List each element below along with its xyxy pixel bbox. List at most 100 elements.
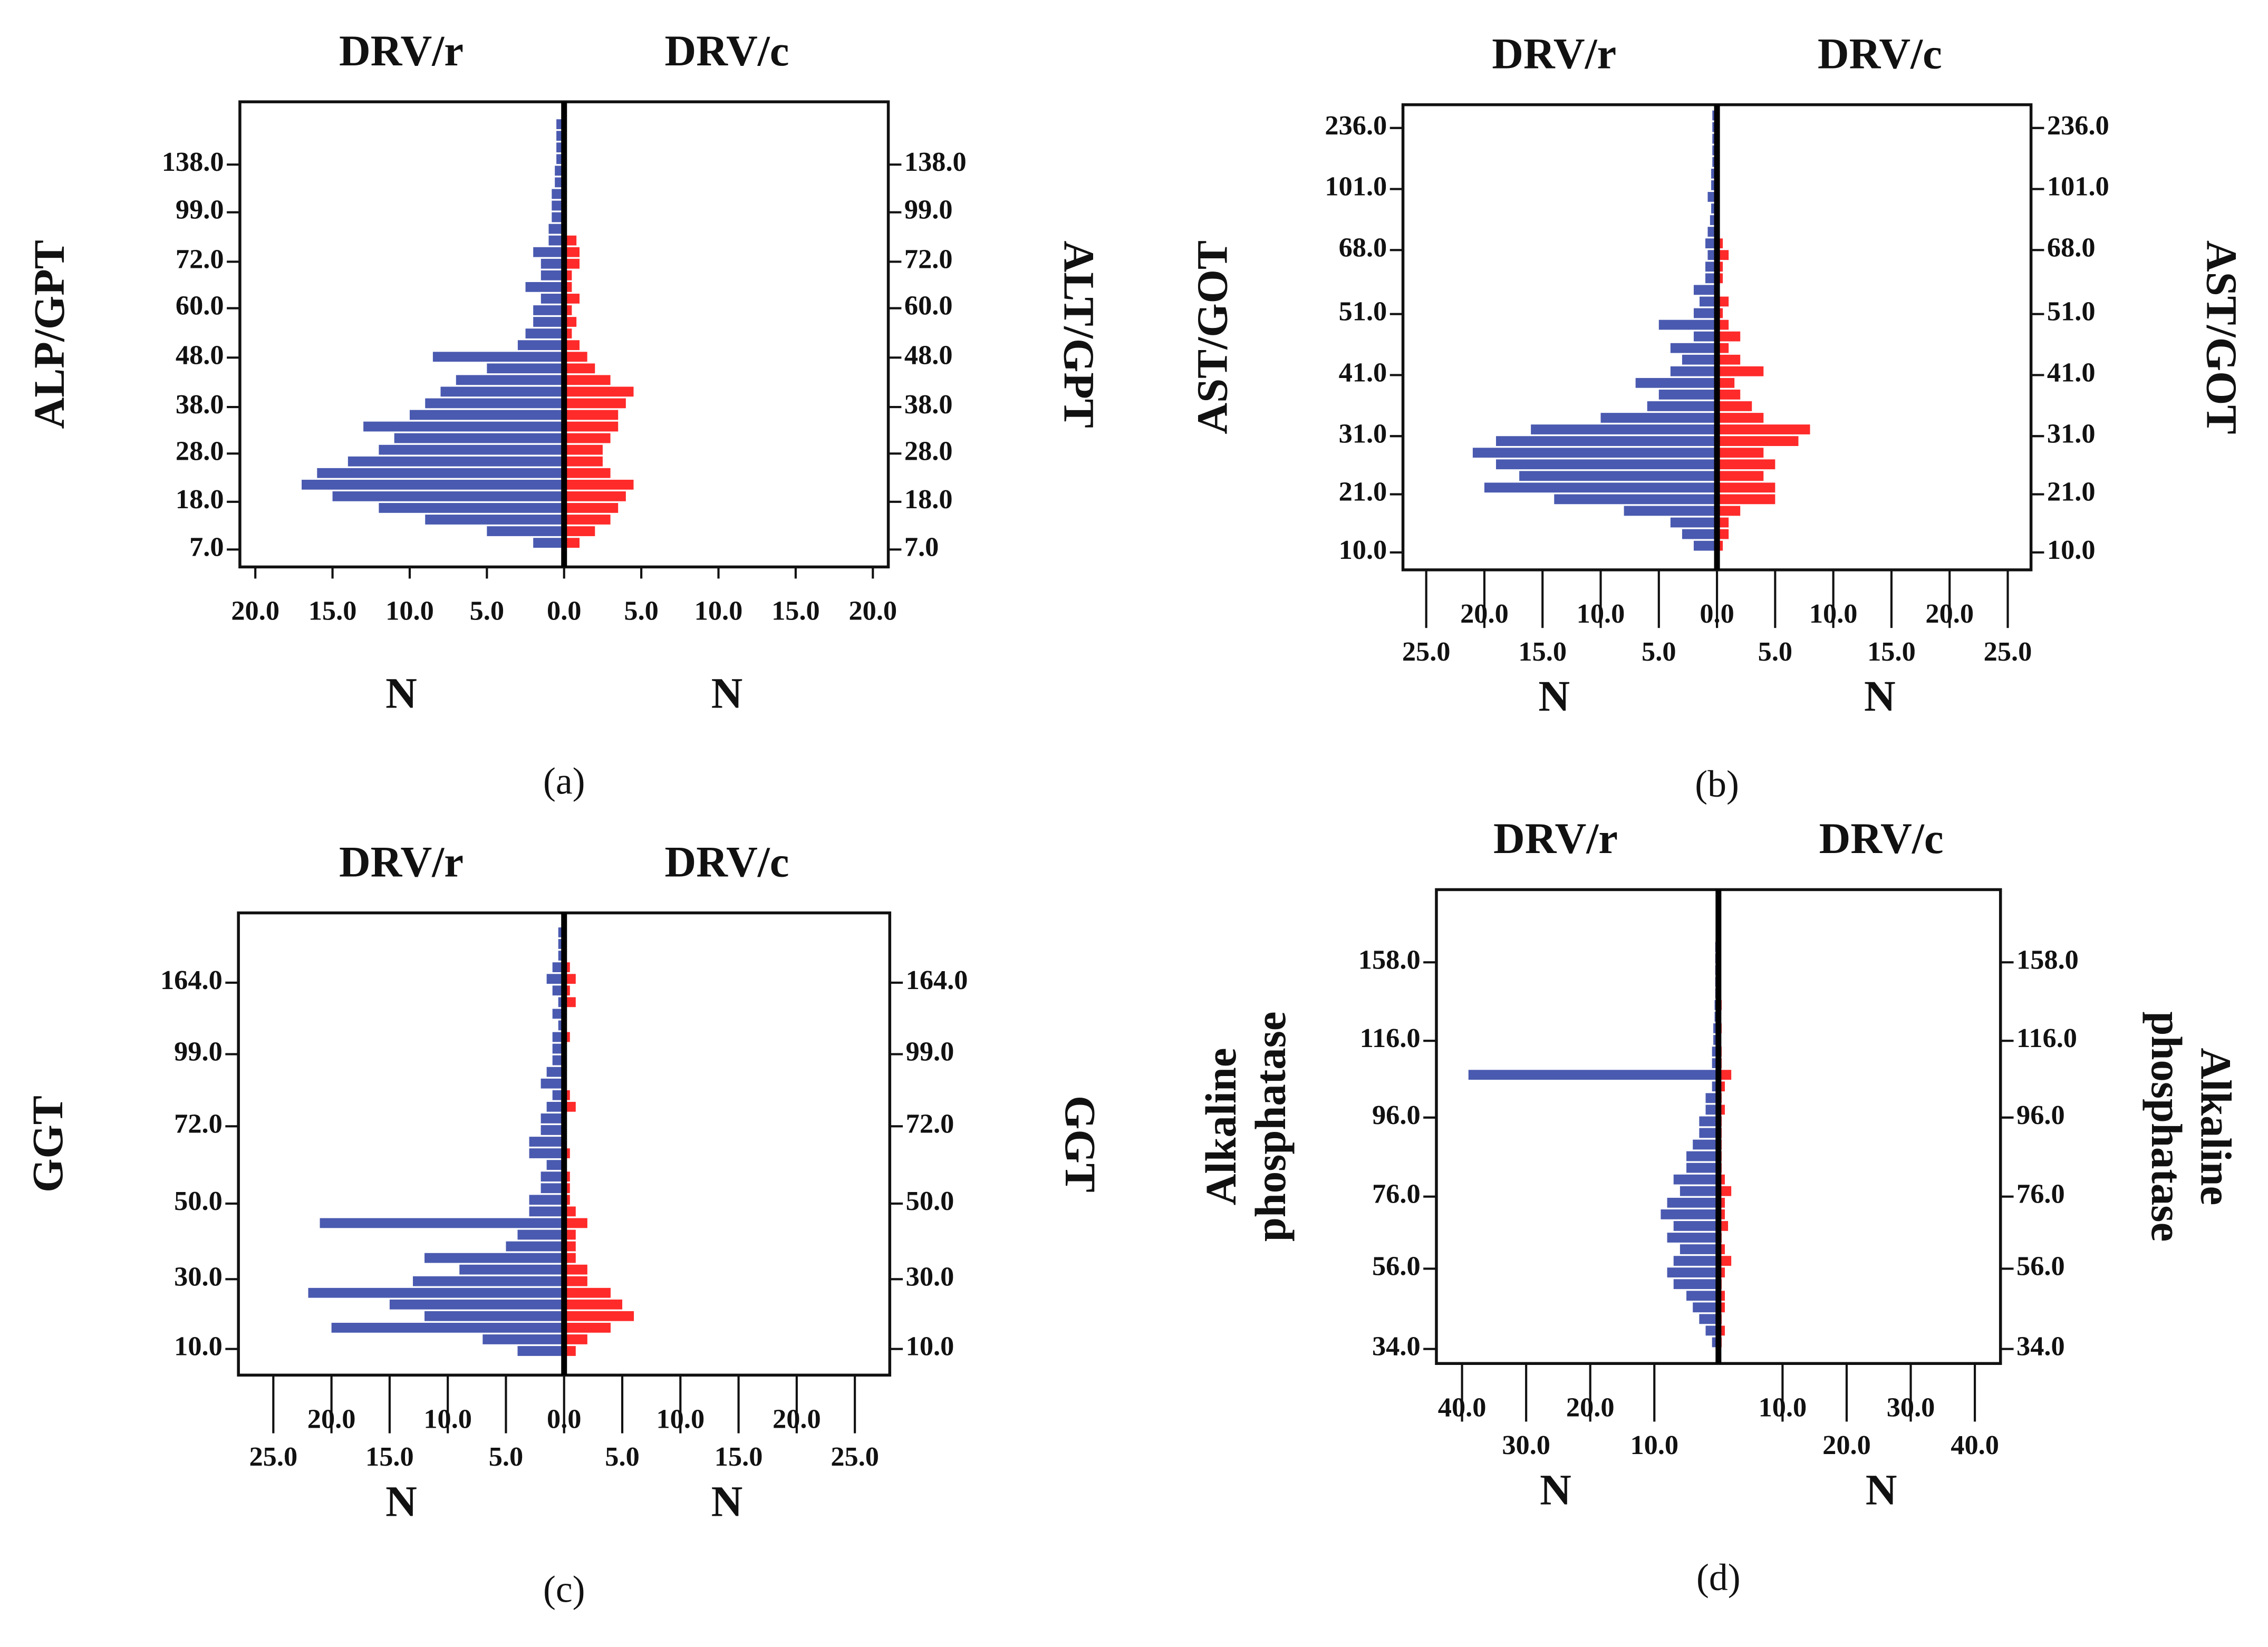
bar bbox=[564, 1311, 634, 1321]
y-tick-label: 60.0 bbox=[176, 290, 224, 321]
bar bbox=[1667, 1233, 1719, 1243]
bar bbox=[564, 294, 580, 304]
y-tick-label: 164.0 bbox=[160, 965, 223, 995]
bar bbox=[331, 1323, 564, 1333]
series-label: DRV/r bbox=[1492, 29, 1616, 77]
bar bbox=[363, 421, 564, 432]
bar bbox=[1670, 517, 1717, 528]
y2-tick-label: 34.0 bbox=[2016, 1331, 2065, 1362]
bar bbox=[564, 1287, 611, 1298]
x-tick-label: 20.0 bbox=[1925, 598, 1974, 629]
bar bbox=[1496, 459, 1717, 470]
bar bbox=[379, 503, 564, 513]
y-tick-label: 10.0 bbox=[174, 1331, 223, 1362]
bar bbox=[1670, 366, 1717, 376]
bar bbox=[564, 526, 595, 536]
y2-tick-label: 60.0 bbox=[904, 290, 953, 321]
bar bbox=[1686, 1162, 1719, 1173]
bar bbox=[564, 398, 626, 409]
y2-tick-label: 99.0 bbox=[906, 1036, 954, 1067]
y-tick-label: 51.0 bbox=[1339, 296, 1387, 327]
y2-tick-label: 30.0 bbox=[906, 1261, 954, 1292]
bar bbox=[546, 974, 564, 984]
x-tick-label: 15.0 bbox=[365, 1441, 414, 1472]
x-tick-label: 30.0 bbox=[1887, 1392, 1935, 1422]
bar bbox=[1693, 1302, 1719, 1313]
bar bbox=[541, 270, 564, 280]
x-tick-label: 5.0 bbox=[470, 596, 504, 626]
bar bbox=[552, 1055, 564, 1065]
bar bbox=[440, 386, 564, 397]
bar bbox=[564, 247, 580, 257]
bar bbox=[541, 294, 564, 304]
y2-tick-label: 99.0 bbox=[904, 195, 953, 225]
bar bbox=[552, 1043, 564, 1054]
x-tick-label: 10.0 bbox=[694, 596, 743, 626]
bar bbox=[541, 1183, 564, 1194]
bar bbox=[552, 189, 564, 199]
bar bbox=[541, 258, 564, 269]
x-tick-label: 15.0 bbox=[715, 1441, 763, 1472]
bar bbox=[1717, 506, 1741, 516]
y-tick-label: 48.0 bbox=[176, 340, 224, 370]
bar bbox=[552, 200, 564, 211]
bar bbox=[1693, 1139, 1719, 1150]
bar bbox=[564, 503, 619, 513]
x-tick-label: 20.0 bbox=[848, 596, 897, 626]
y2-tick-label: 51.0 bbox=[2047, 296, 2096, 327]
bar bbox=[529, 1195, 564, 1205]
x-tick-label: 20.0 bbox=[307, 1404, 356, 1435]
y-tick-label: 31.0 bbox=[1339, 418, 1387, 449]
bar bbox=[1680, 1186, 1719, 1196]
bar bbox=[302, 479, 564, 490]
y2-tick-label: 18.0 bbox=[904, 484, 953, 515]
y2-tick-label: 10.0 bbox=[2047, 535, 2096, 565]
x-axis-label: N bbox=[1866, 1465, 1897, 1514]
x-tick-label: 25.0 bbox=[1402, 636, 1451, 667]
y2-tick-label: 236.0 bbox=[2047, 110, 2109, 141]
y2-tick-label: 10.0 bbox=[906, 1331, 954, 1362]
y2-tick-label: 72.0 bbox=[906, 1108, 954, 1139]
bar bbox=[564, 352, 587, 362]
bar bbox=[1717, 448, 1764, 458]
y-tick-label: 41.0 bbox=[1339, 357, 1387, 387]
bar bbox=[564, 468, 611, 478]
bar bbox=[1717, 471, 1764, 481]
x-tick-label: 5.0 bbox=[605, 1441, 639, 1472]
bar bbox=[1718, 1256, 1732, 1266]
y-tick-label: 7.0 bbox=[189, 531, 224, 562]
y2-tick-label: 7.0 bbox=[904, 531, 939, 562]
bar bbox=[1717, 436, 1799, 446]
x-tick-label: 20.0 bbox=[773, 1404, 821, 1435]
bar bbox=[548, 224, 564, 234]
bar bbox=[1717, 482, 1775, 493]
x-tick-label: 20.0 bbox=[231, 596, 279, 626]
y2-tick-label: 31.0 bbox=[2047, 418, 2096, 449]
bar bbox=[482, 1334, 564, 1344]
bar bbox=[320, 1218, 564, 1228]
y-tick-label: 34.0 bbox=[1372, 1331, 1421, 1362]
y-tick-label: 116.0 bbox=[1360, 1023, 1421, 1053]
bar bbox=[1717, 366, 1764, 376]
y-tick-label: 56.0 bbox=[1372, 1251, 1421, 1282]
bar bbox=[564, 515, 611, 525]
y2-tick-label: 41.0 bbox=[2047, 357, 2096, 387]
bar bbox=[432, 352, 564, 362]
y-tick-label: 72.0 bbox=[176, 244, 224, 274]
bar bbox=[564, 1218, 587, 1228]
y2-tick-label: 50.0 bbox=[906, 1186, 954, 1216]
bar bbox=[1647, 401, 1717, 411]
bar bbox=[1699, 296, 1717, 307]
y-axis-label: AST/GOT bbox=[1188, 240, 1237, 434]
x-tick-label: 0.0 bbox=[547, 1404, 581, 1435]
bar bbox=[541, 1125, 564, 1135]
series-label: DRV/c bbox=[665, 837, 789, 886]
bar bbox=[558, 927, 564, 937]
y-tick-label: 158.0 bbox=[1358, 944, 1421, 975]
x-axis-label: N bbox=[711, 1477, 743, 1525]
bar bbox=[533, 305, 564, 315]
bar bbox=[525, 282, 564, 292]
x-tick-label: 10.0 bbox=[1630, 1430, 1678, 1460]
panel-label: (b) bbox=[1695, 763, 1739, 805]
y2-tick-label: 116.0 bbox=[2016, 1023, 2077, 1053]
